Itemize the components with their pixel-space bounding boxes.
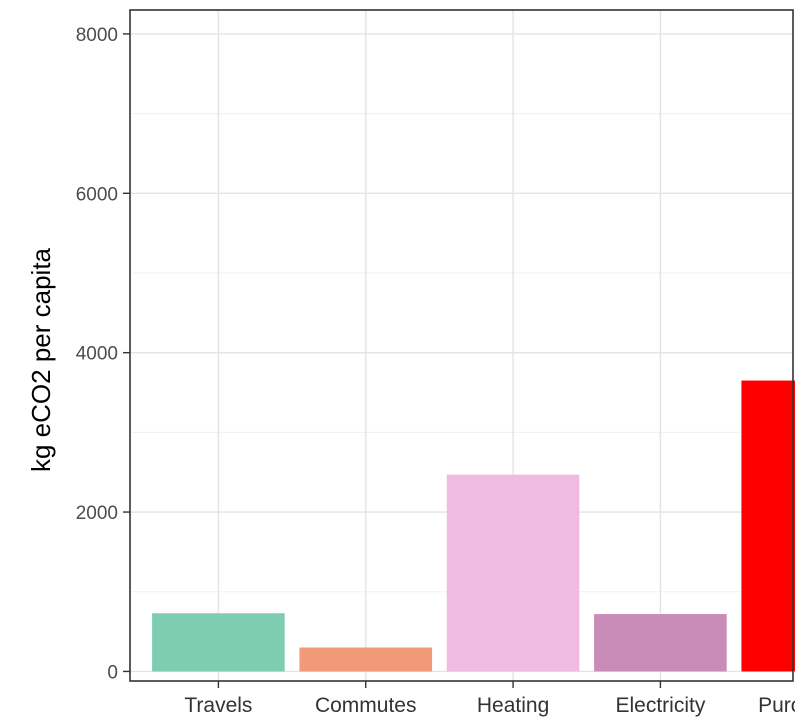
bar-electricity <box>594 614 727 672</box>
x-tick-label-commutes: Commutes <box>315 694 417 717</box>
plot-panel-border <box>129 9 794 682</box>
x-tick-label-heating: Heating <box>477 694 549 717</box>
bars <box>152 380 795 672</box>
x-axis: Travels Commutes Heating Electricity Purchas… <box>184 681 795 717</box>
y-axis: 0 2000 4000 6000 8000 <box>76 25 130 683</box>
y-tick-label: 4000 <box>76 344 118 365</box>
y-tick-label: 2000 <box>76 503 118 524</box>
x-tick-label-travels: Travels <box>184 694 252 717</box>
y-tick-label: 6000 <box>76 184 118 205</box>
bar-heating <box>446 474 580 672</box>
bar-purchases <box>741 380 795 672</box>
y-tick-label: 0 <box>107 662 118 683</box>
y-axis-title: kg eCO2 per capita <box>26 247 56 472</box>
x-tick-label-electricity: Electricity <box>615 694 705 717</box>
y-tick-label: 8000 <box>76 25 118 46</box>
x-tick-label-purchases: Purchases <box>758 694 795 717</box>
bar-commutes <box>299 647 433 672</box>
bar-travels <box>152 613 285 672</box>
